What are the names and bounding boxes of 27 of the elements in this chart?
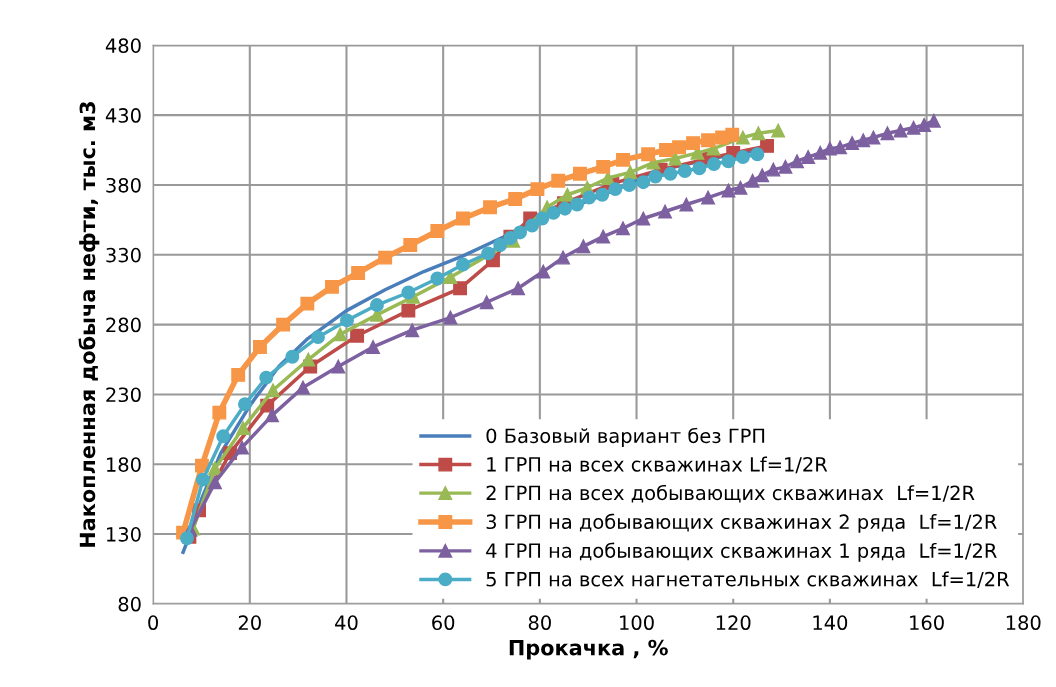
x-tick-label: 180	[1006, 615, 1041, 631]
y-tick-label: 80	[118, 596, 141, 612]
x-tick-label: 120	[716, 615, 751, 631]
y-tick-label: 380	[106, 177, 141, 193]
y-tick-label: 180	[107, 457, 141, 472]
x-axis-title: Прокачка , %	[509, 639, 668, 660]
legend-label: 0 Базовый вариант без ГРП	[486, 427, 765, 447]
x-tick-label: 0	[148, 615, 159, 631]
y-tick-label: 230	[106, 387, 141, 403]
x-tick-label: 60	[432, 615, 455, 631]
legend-label: 2 ГРП на всех добывающих скважинах Lf=1/2R	[486, 484, 975, 503]
legend-label: 1 ГРП на всех скважинах Lf=1/2R	[487, 456, 828, 474]
x-tick-label: 40	[335, 615, 358, 631]
legend-label: 5 ГРП на всех нагнетательных скважинах Lf=1/2R	[486, 571, 1010, 589]
y-tick-label: 480	[105, 38, 141, 54]
y-tick-label: 280	[106, 317, 141, 333]
y-tick-label: 430	[105, 108, 141, 123]
x-tick-label: 80	[528, 615, 551, 631]
legend-label: 4 ГРП на добывающих скважинах 1 ряда Lf=1/2R	[486, 542, 997, 562]
x-tick-label: 20	[238, 615, 261, 631]
y-tick-label: 130	[107, 527, 141, 542]
x-tick-label: 100	[620, 615, 654, 631]
legend-label: 3 ГРП на добывающих скважинах 2 ряда Lf=1/2R	[486, 513, 997, 533]
y-tick-label: 330	[106, 247, 141, 263]
x-tick-label: 160	[910, 615, 944, 631]
x-tick-label: 140	[813, 615, 848, 631]
y-axis-title: Накопленная добыча нефти, тыс. м3	[78, 102, 100, 547]
